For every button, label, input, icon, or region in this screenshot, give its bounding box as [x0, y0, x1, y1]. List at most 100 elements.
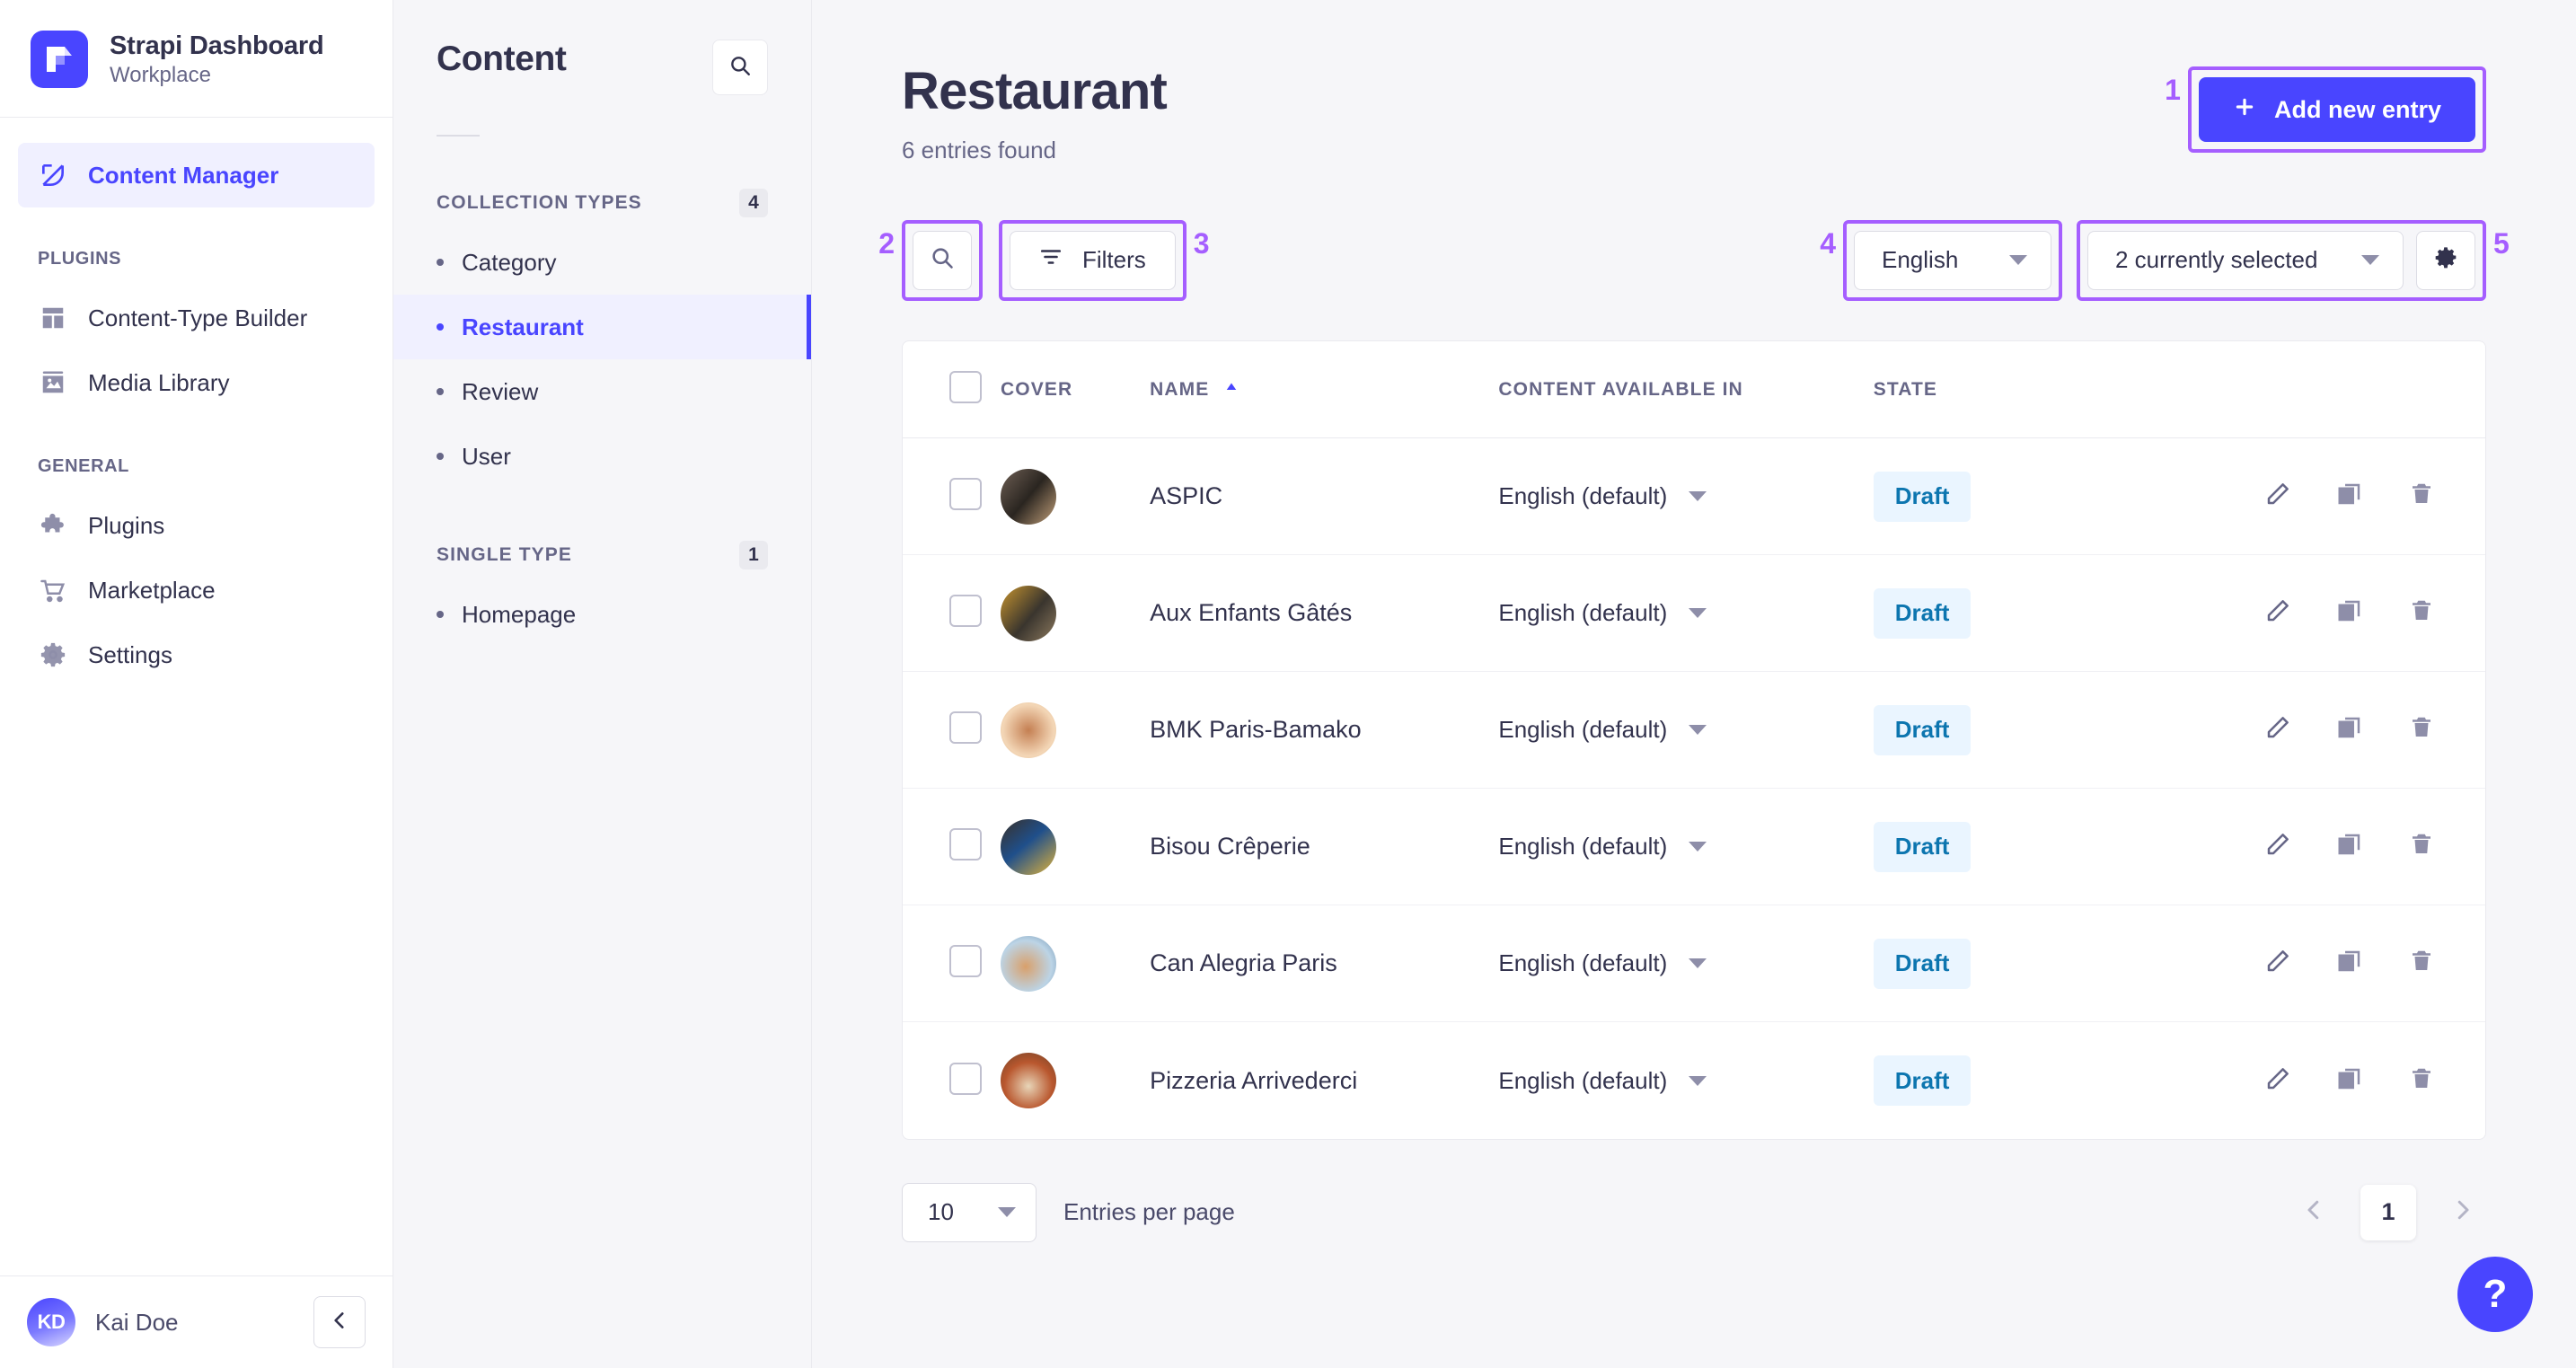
duplicate-icon[interactable] [2336, 597, 2363, 624]
sidebar-item-content-type-builder[interactable]: Content-Type Builder [18, 286, 375, 350]
search-annotation: 2 [878, 219, 983, 301]
content-search-button[interactable] [712, 40, 768, 95]
user-name: Kai Doe [95, 1308, 179, 1336]
sidebar-item-marketplace[interactable]: Marketplace [18, 558, 375, 622]
table-body: ASPIC English (default) Draft [903, 437, 2485, 1139]
brand-header[interactable]: Strapi Dashboard Workplace [0, 0, 393, 118]
fields-select[interactable]: 2 currently selected [2087, 230, 2404, 290]
bullet-icon [437, 388, 444, 395]
row-select-cell [903, 905, 1001, 1023]
collection-type-review[interactable]: Review [393, 359, 811, 424]
sidebar-collapse-button[interactable] [313, 1296, 366, 1348]
sort-ascending-icon[interactable] [1223, 379, 1239, 401]
duplicate-icon[interactable] [2336, 481, 2363, 507]
locale-annotation: 4 English [1820, 219, 2062, 301]
entries-per-page-select[interactable]: 10 [902, 1182, 1037, 1242]
chevron-left-icon [328, 1309, 351, 1337]
sidebar-item-media-library[interactable]: Media Library [18, 350, 375, 415]
filters-annotation: 3 Filters [999, 219, 1210, 301]
edit-icon[interactable] [2264, 597, 2291, 624]
annotation-number-1: 1 [2165, 74, 2181, 106]
collection-type-label: Category [462, 248, 557, 276]
filter-icon [1039, 245, 1063, 275]
sidebar-item-plugins[interactable]: Plugins [18, 493, 375, 558]
delete-icon[interactable] [2408, 597, 2435, 624]
chevron-down-icon[interactable] [1689, 1075, 1707, 1086]
chevron-down-icon[interactable] [1689, 725, 1707, 736]
row-checkbox[interactable] [949, 1062, 982, 1095]
column-state[interactable]: STATE [1873, 340, 2264, 439]
chevron-down-icon[interactable] [1689, 608, 1707, 619]
sidebar-item-settings[interactable]: Settings [18, 622, 375, 687]
row-checkbox[interactable] [949, 478, 982, 511]
sidebar-item-label: Content Manager [88, 161, 279, 189]
table-row[interactable]: Can Alegria Paris English (default) Draf… [903, 905, 2485, 1023]
duplicate-icon[interactable] [2336, 948, 2363, 975]
row-checkbox[interactable] [949, 711, 982, 745]
table-head: COVER NAME CONTENT AVAILABLE IN STATE [903, 340, 2485, 439]
filters-label: Filters [1082, 246, 1146, 274]
row-available-cell: English (default) [1498, 671, 1874, 790]
delete-icon[interactable] [2408, 714, 2435, 741]
edit-icon[interactable] [2264, 831, 2291, 858]
page-number-1[interactable]: 1 [2360, 1184, 2416, 1240]
duplicate-icon[interactable] [2336, 831, 2363, 858]
add-new-entry-button[interactable]: Add new entry [2198, 77, 2475, 142]
row-cover-cell [1001, 905, 1151, 1023]
table-settings-button[interactable] [2416, 230, 2475, 290]
chevron-down-icon[interactable] [1689, 958, 1707, 969]
table-row[interactable]: Aux Enfants Gâtés English (default) Draf… [903, 554, 2485, 673]
row-cover-cell [1001, 554, 1151, 673]
table-row[interactable]: BMK Paris-Bamako English (default) Draft [903, 671, 2485, 790]
table-row[interactable]: Pizzeria Arrivederci English (default) D… [903, 1022, 2485, 1139]
delete-icon[interactable] [2408, 948, 2435, 975]
row-cover-cell [1001, 437, 1151, 556]
sidebar-item-content-manager[interactable]: Content Manager [18, 143, 375, 207]
select-all-checkbox[interactable] [949, 370, 982, 403]
column-name[interactable]: NAME [1150, 340, 1499, 439]
column-cover[interactable]: COVER [1001, 340, 1151, 439]
delete-icon[interactable] [2408, 1065, 2435, 1092]
collection-type-restaurant[interactable]: Restaurant [393, 295, 811, 359]
delete-icon[interactable] [2408, 481, 2435, 507]
locale-select[interactable]: English [1854, 230, 2051, 290]
cover-thumbnail [1001, 935, 1057, 992]
strapi-logo-icon [31, 31, 88, 88]
table-row[interactable]: ASPIC English (default) Draft [903, 437, 2485, 556]
filters-button[interactable]: Filters [1010, 230, 1176, 290]
help-button[interactable]: ? [2457, 1257, 2533, 1332]
row-checkbox[interactable] [949, 595, 982, 628]
collection-types-count: 4 [739, 189, 768, 217]
row-available-cell: English (default) [1498, 1022, 1873, 1139]
annotation-number-5: 5 [2493, 226, 2510, 260]
avatar[interactable]: KD [27, 1298, 75, 1346]
edit-icon[interactable] [2264, 481, 2291, 507]
row-actions-cell [2264, 554, 2485, 673]
edit-icon[interactable] [2264, 714, 2291, 741]
edit-icon[interactable] [2264, 948, 2291, 975]
next-page-button[interactable] [2439, 1189, 2486, 1236]
bullet-icon [437, 611, 444, 618]
duplicate-icon[interactable] [2336, 714, 2363, 741]
status-badge: Draft [1873, 704, 1972, 755]
row-checkbox[interactable] [949, 945, 982, 978]
duplicate-icon[interactable] [2336, 1065, 2363, 1092]
status-badge: Draft [1873, 587, 1972, 639]
column-content-available-in[interactable]: CONTENT AVAILABLE IN [1498, 340, 1874, 439]
chevron-down-icon[interactable] [1689, 491, 1707, 502]
previous-page-button[interactable] [2290, 1189, 2337, 1236]
collection-type-user[interactable]: User [393, 424, 811, 489]
search-button[interactable] [913, 230, 972, 290]
table-row[interactable]: Bisou Crêperie English (default) Draft [903, 788, 2485, 906]
collection-type-category[interactable]: Category [393, 230, 811, 295]
add-new-entry-label: Add new entry [2273, 95, 2441, 123]
cover-thumbnail [1001, 1053, 1057, 1109]
chevron-down-icon[interactable] [1689, 842, 1707, 852]
sidebar-user-footer: KD Kai Doe [0, 1275, 393, 1368]
edit-icon[interactable] [2264, 1065, 2291, 1092]
row-checkbox[interactable] [949, 828, 982, 861]
entries-found-text: 6 entries found [902, 136, 1057, 163]
delete-icon[interactable] [2408, 831, 2435, 858]
single-type-homepage[interactable]: Homepage [393, 582, 811, 647]
fields-value: 2 currently selected [2115, 246, 2318, 274]
